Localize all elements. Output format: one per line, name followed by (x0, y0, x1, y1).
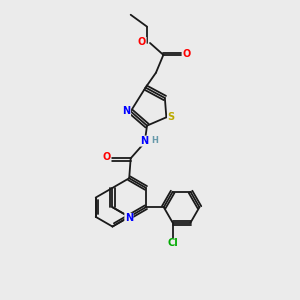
Text: O: O (103, 152, 111, 162)
Text: N: N (122, 106, 130, 116)
Text: N: N (140, 136, 148, 146)
Text: O: O (182, 49, 191, 59)
Text: H: H (151, 136, 158, 145)
Text: Cl: Cl (168, 238, 178, 248)
Text: N: N (125, 213, 133, 224)
Text: O: O (138, 38, 146, 47)
Text: S: S (167, 112, 175, 122)
